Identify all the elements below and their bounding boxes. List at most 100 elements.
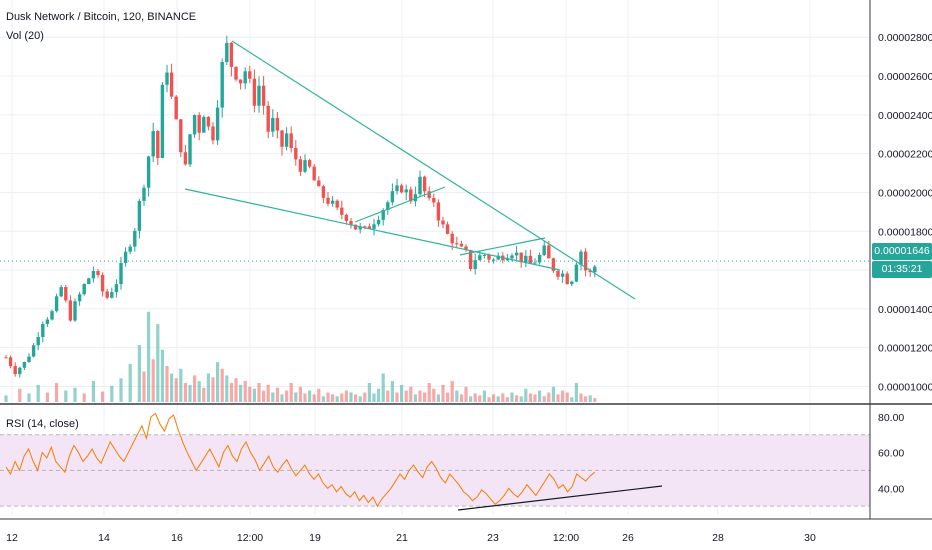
- volume-bar: [220, 368, 224, 402]
- candle-body: [395, 185, 399, 192]
- time-axis-tick: 19: [309, 532, 321, 544]
- volume-bar: [533, 394, 537, 402]
- candle-body: [413, 194, 418, 202]
- candle-body: [206, 116, 211, 127]
- volume-bar: [367, 383, 371, 402]
- volume-bar: [505, 397, 509, 402]
- volume-bar: [308, 390, 312, 402]
- volume-bar: [142, 371, 146, 402]
- candle-body: [330, 200, 335, 204]
- trendline: [457, 485, 663, 511]
- time-axis-tick: 26: [622, 532, 634, 544]
- volume-bar: [423, 392, 427, 402]
- time-axis-tick: 12:00: [237, 532, 263, 544]
- volume-bar: [478, 395, 482, 402]
- volume-bar: [377, 388, 381, 402]
- volume-indicator-label[interactable]: Vol (20): [6, 30, 44, 42]
- volume-bar: [216, 362, 220, 402]
- volume-bar: [160, 349, 164, 402]
- candle-body: [243, 71, 247, 84]
- candle-body: [381, 209, 385, 220]
- candle-body: [248, 71, 252, 79]
- candle-body: [160, 84, 165, 158]
- volume-bar: [36, 384, 40, 402]
- volume-bar: [547, 392, 551, 402]
- volume-bar: [137, 345, 141, 402]
- volume-bar: [128, 364, 132, 402]
- candle-body: [27, 356, 31, 362]
- volume-bar: [262, 390, 266, 402]
- volume-bar: [119, 378, 123, 402]
- candle-body: [353, 224, 358, 230]
- candle-body: [271, 117, 275, 132]
- volume-bar: [492, 394, 496, 402]
- candle-body: [275, 117, 280, 131]
- rsi-series: [5, 412, 596, 508]
- candle-body: [528, 255, 533, 264]
- time-axis-tick: 30: [804, 532, 816, 544]
- candle-body: [445, 224, 450, 234]
- volume-bar: [18, 388, 22, 402]
- candle-body: [542, 245, 546, 255]
- volume-bar: [82, 393, 86, 402]
- chart-grid: [0, 0, 870, 515]
- volume-bar: [165, 365, 169, 402]
- candle-body: [13, 366, 17, 375]
- candle-body: [114, 284, 119, 293]
- volume-bar: [441, 384, 445, 402]
- time-axis-tick: 12:00: [553, 532, 579, 544]
- candle-body: [225, 42, 229, 63]
- candle-body: [376, 219, 381, 225]
- candle-body: [64, 287, 68, 301]
- volume-bar: [409, 386, 413, 402]
- candle-body: [422, 176, 427, 192]
- candle-body: [82, 284, 86, 295]
- candle-body: [386, 202, 390, 210]
- volume-bar: [234, 378, 238, 402]
- candle-body: [18, 367, 22, 375]
- volume-bar: [64, 390, 68, 402]
- volume-bar: [584, 396, 588, 402]
- volume-bar: [551, 386, 555, 402]
- candle-body: [100, 274, 105, 292]
- candle-body: [280, 130, 284, 147]
- candle-body: [551, 258, 556, 271]
- volume-bar: [225, 375, 229, 402]
- volume-bar: [579, 393, 583, 402]
- volume-bar: [354, 394, 358, 402]
- candle-body: [367, 226, 372, 229]
- volume-bar: [188, 384, 192, 402]
- volume-bar: [381, 373, 385, 402]
- volume-bar: [565, 392, 569, 402]
- price-candles[interactable]: [0, 35, 870, 378]
- candle-body: [294, 147, 298, 160]
- candle-body: [455, 243, 459, 245]
- volume-bar: [179, 368, 183, 402]
- candle-body: [482, 254, 487, 256]
- candle-body: [298, 159, 303, 172]
- volume-bar: [91, 381, 95, 402]
- candle-body: [73, 301, 77, 321]
- candle-body: [234, 66, 238, 80]
- volume-bar: [275, 387, 279, 402]
- candle-body: [583, 251, 588, 271]
- candle-body: [593, 266, 597, 273]
- volume-bar: [229, 383, 233, 402]
- candle-body: [491, 259, 496, 261]
- bar-countdown-tag: 01:35:21: [872, 261, 932, 278]
- candle-body: [344, 214, 349, 222]
- volume-bar: [570, 397, 574, 402]
- candle-body: [211, 126, 215, 141]
- trendlines[interactable]: [184, 40, 663, 511]
- trendline: [459, 237, 546, 256]
- candle-body: [45, 319, 50, 324]
- rsi-indicator-label[interactable]: RSI (14, close): [6, 418, 79, 430]
- symbol-title[interactable]: Dusk Network / Bitcoin, 120, BINANCE: [6, 11, 197, 23]
- volume-bar: [446, 392, 450, 402]
- candle-body: [188, 134, 192, 165]
- candle-body: [574, 264, 579, 282]
- volume-bar: [193, 375, 197, 402]
- candle-body: [505, 258, 510, 261]
- price-axis-tick: 0.00001000: [878, 381, 932, 393]
- candle-body: [174, 96, 178, 120]
